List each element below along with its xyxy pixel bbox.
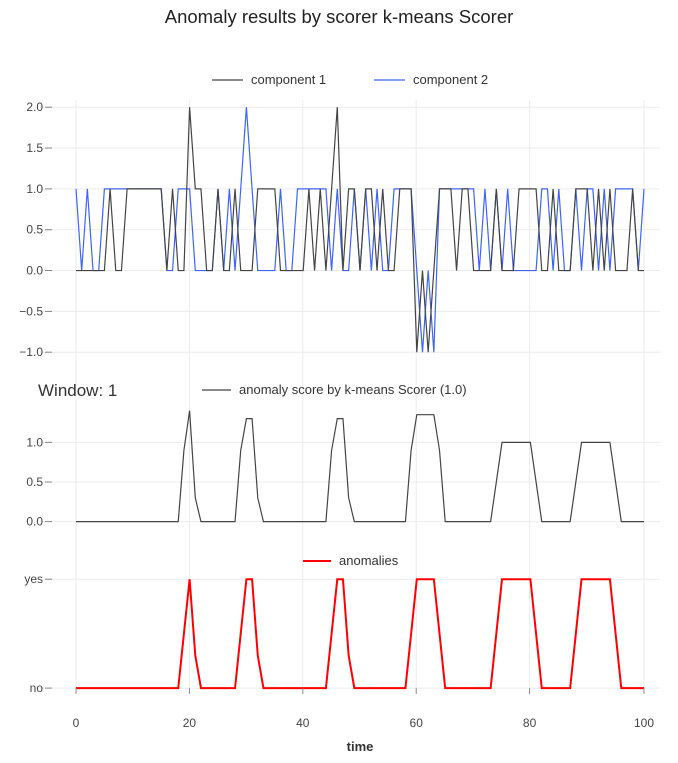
svg-text:yes: yes [24,572,43,586]
svg-text:100: 100 [634,716,654,730]
svg-text:1.0: 1.0 [26,435,43,449]
svg-text:0.5: 0.5 [26,223,43,237]
svg-text:anomaly score by k-means Score: anomaly score by k-means Scorer (1.0) [239,382,467,397]
svg-text:Window: 1: Window: 1 [38,381,117,400]
svg-text:60: 60 [410,716,424,730]
svg-text:−1.0: −1.0 [19,345,43,359]
svg-text:0.5: 0.5 [26,475,43,489]
svg-text:−0.5: −0.5 [19,304,43,318]
svg-text:40: 40 [296,716,310,730]
svg-text:time: time [347,739,374,754]
svg-text:80: 80 [523,716,537,730]
svg-text:component 1: component 1 [251,72,326,87]
svg-text:no: no [30,681,44,695]
svg-text:1.5: 1.5 [26,141,43,155]
svg-text:1.0: 1.0 [26,182,43,196]
svg-text:20: 20 [183,716,197,730]
svg-text:component 2: component 2 [413,72,488,87]
svg-text:0.0: 0.0 [26,264,43,278]
svg-text:2.0: 2.0 [26,100,43,114]
svg-text:0.0: 0.0 [26,515,43,529]
svg-text:0: 0 [73,716,80,730]
svg-text:anomalies: anomalies [339,553,399,568]
svg-text:Anomaly results by scorer k-me: Anomaly results by scorer k-means Scorer [165,6,514,27]
